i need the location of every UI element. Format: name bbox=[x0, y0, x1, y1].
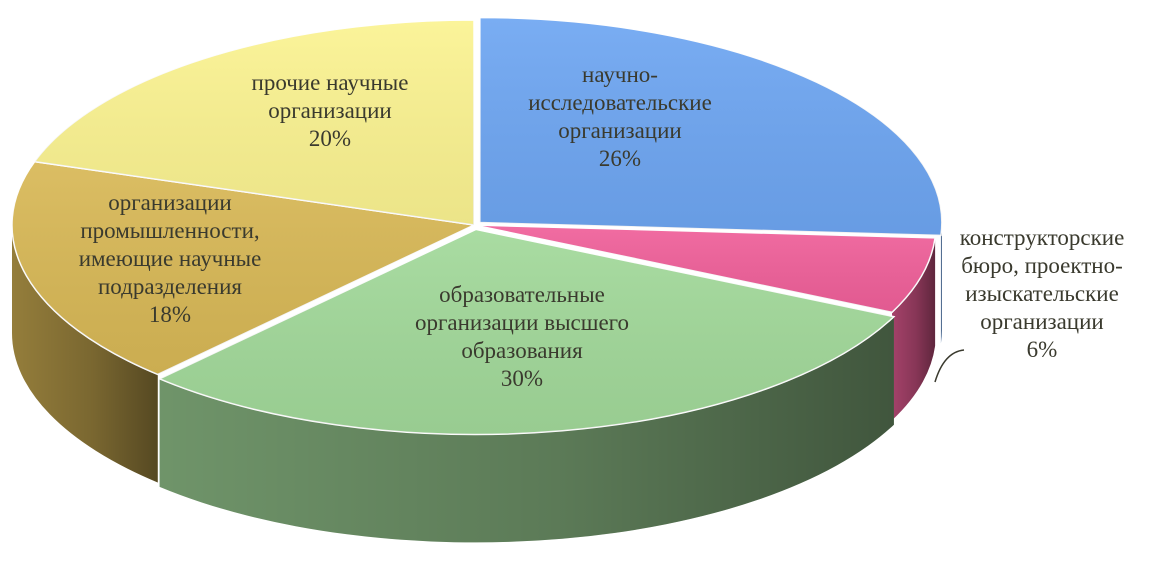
slice-label-1: конструкторские бюро, проектно-изыскатель… bbox=[960, 225, 1125, 362]
slice-label-2-line-1: организации высшего bbox=[415, 310, 629, 335]
slice-label-1-line-4: 6% bbox=[1027, 337, 1058, 362]
slice-label-0-line-0: научно- bbox=[582, 62, 658, 87]
slice-label-0-line-3: 26% bbox=[599, 146, 641, 171]
pie-slice-shade-4 bbox=[34, 20, 475, 225]
slice-label-4: прочие научные организации 20% bbox=[252, 70, 409, 151]
pie-slice-shade-2 bbox=[159, 229, 894, 435]
slice-label-3-line-3: подразделения bbox=[98, 274, 242, 299]
slice-label-0-line-2: организации bbox=[558, 118, 681, 143]
pie-side-shade-1 bbox=[892, 237, 936, 421]
slice-label-1-line-3: организации bbox=[980, 309, 1103, 334]
slice-label-3: организации промышленности, имеющие научны… bbox=[79, 190, 262, 327]
pie-slice-shade-0 bbox=[479, 17, 942, 236]
leader-line bbox=[934, 349, 965, 383]
pie-slice-shade-1 bbox=[474, 225, 936, 313]
pie-side-shade-3 bbox=[12, 225, 158, 483]
slice-label-4-line-2: 20% bbox=[309, 126, 351, 151]
slice-label-3-line-1: промышленности, bbox=[80, 218, 259, 243]
slice-label-0: научно-исследовательские организации 26% bbox=[528, 62, 712, 171]
slice-label-4-line-0: прочие научные bbox=[252, 70, 409, 95]
slice-label-2-line-0: образовательные bbox=[439, 282, 605, 307]
slice-label-3-line-4: 18% bbox=[149, 302, 191, 327]
slice-label-2-line-2: образования bbox=[461, 338, 583, 363]
pie-side-shade-2 bbox=[159, 316, 894, 543]
slice-label-4-line-1: организации bbox=[268, 98, 391, 123]
slice-label-2: образовательные организации высшего образо… bbox=[415, 282, 629, 391]
slice-label-2-line-3: 30% bbox=[501, 366, 543, 391]
slice-label-3-line-2: имеющие научные bbox=[79, 246, 262, 271]
slice-label-0-line-1: исследовательские bbox=[528, 90, 712, 115]
pie-side-shade-0 bbox=[940, 222, 942, 344]
pie-slice-shade-3 bbox=[11, 161, 474, 375]
slice-label-1-line-2: изыскательские bbox=[965, 281, 1119, 306]
slice-label-1-line-0: конструкторские bbox=[960, 225, 1125, 250]
slice-label-1-line-1: бюро, проектно- bbox=[961, 253, 1123, 278]
slice-label-3-line-0: организации bbox=[108, 190, 231, 215]
